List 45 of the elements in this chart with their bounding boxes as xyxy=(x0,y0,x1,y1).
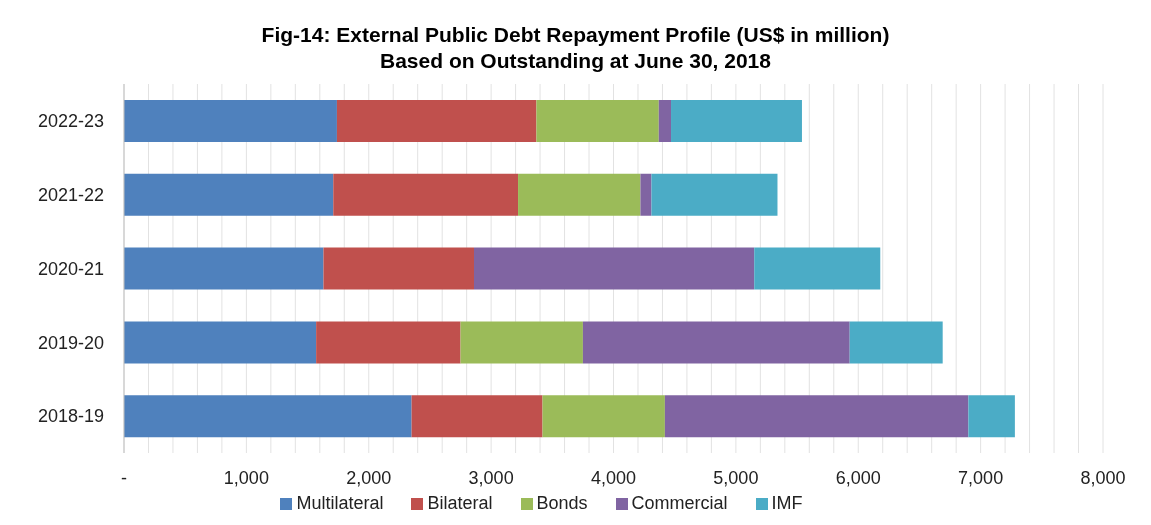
bar xyxy=(651,173,778,216)
bar xyxy=(542,395,665,438)
x-tick-label: 3,000 xyxy=(468,467,514,488)
bar xyxy=(124,395,412,438)
bar xyxy=(124,247,324,290)
x-tick-label: 4,000 xyxy=(590,467,637,488)
bar xyxy=(658,100,672,142)
y-tick-label: 2020-21 xyxy=(37,258,104,279)
legend-label: Bonds xyxy=(536,493,588,513)
bar xyxy=(849,321,943,364)
chart-subtitle: Based on Outstanding at June 30, 2018 xyxy=(379,48,772,74)
bar xyxy=(640,173,652,216)
bar xyxy=(518,173,641,216)
x-tick-label: 2,000 xyxy=(346,467,392,488)
bar xyxy=(536,100,659,142)
bar xyxy=(124,321,317,364)
x-tick-label: 8,000 xyxy=(1080,467,1126,488)
bar xyxy=(124,100,337,142)
bar xyxy=(664,395,969,438)
bar xyxy=(754,247,881,290)
y-tick-label: 2019-20 xyxy=(37,332,104,353)
x-tick-label: 7,000 xyxy=(958,467,1004,488)
x-tick-label: - xyxy=(121,467,127,488)
bar xyxy=(968,395,1015,438)
bar xyxy=(671,100,802,142)
bar xyxy=(323,247,474,290)
y-tick-label: 2022-23 xyxy=(37,111,104,132)
y-tick-label: 2018-19 xyxy=(37,406,104,427)
bar xyxy=(411,395,543,438)
legend-label: Bilateral xyxy=(427,493,493,513)
bar xyxy=(582,321,850,364)
x-tick-label: 1,000 xyxy=(223,467,269,488)
bar xyxy=(333,173,519,216)
y-tick-label: 2021-22 xyxy=(37,185,104,206)
legend-label: IMF xyxy=(771,493,803,513)
bar xyxy=(473,247,755,290)
bar xyxy=(460,321,583,364)
x-tick-label: 5,000 xyxy=(713,467,759,488)
bar xyxy=(124,173,334,216)
legend-label: Multilateral xyxy=(296,493,384,513)
bar xyxy=(336,100,537,142)
legend-label: Commercial xyxy=(631,493,728,513)
chart-title: Fig-14: External Public Debt Repayment Profile (US$ in million) xyxy=(260,22,891,48)
bar xyxy=(316,321,461,364)
x-tick-label: 6,000 xyxy=(835,467,881,488)
